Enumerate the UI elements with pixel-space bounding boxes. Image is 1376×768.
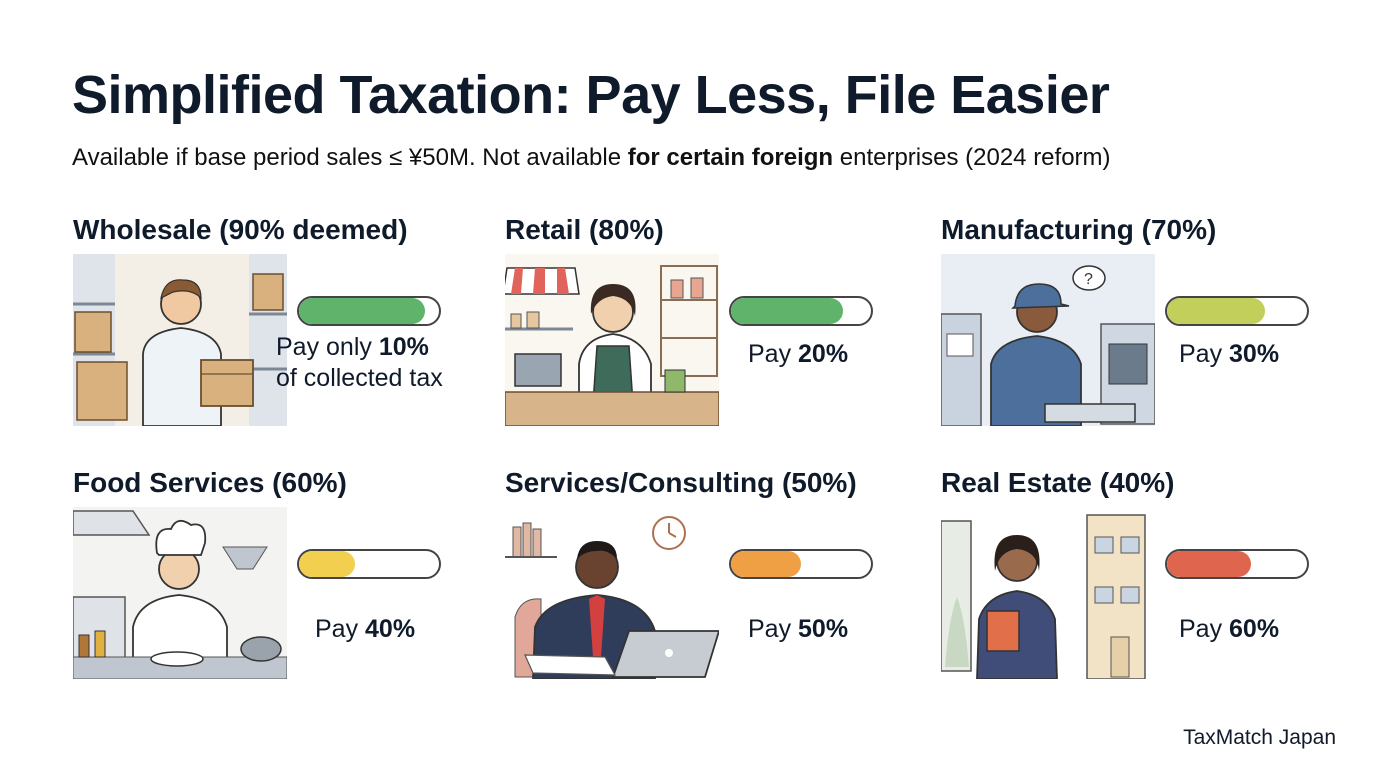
progress-bar bbox=[297, 296, 441, 326]
brand-footer: TaxMatch Japan bbox=[1183, 726, 1336, 749]
page-subtitle: Available if base period sales ≤ ¥50M. N… bbox=[72, 144, 1111, 172]
pay-prefix: Pay bbox=[1179, 615, 1230, 643]
pay-value: 30% bbox=[1229, 340, 1280, 368]
pay-label: Pay only 10% of collected tax bbox=[276, 332, 443, 394]
card-title: Retail (80%) bbox=[505, 214, 664, 245]
card-title: Manufacturing (70%) bbox=[941, 214, 1217, 245]
consultant-illustration bbox=[505, 507, 719, 679]
card-title: Wholesale (90% deemed) bbox=[73, 214, 408, 245]
svg-text:?: ? bbox=[1084, 271, 1093, 288]
card-real-estate: Real Estate (40%) Pay 60% bbox=[941, 467, 1371, 697]
wholesale-worker-illustration bbox=[73, 254, 287, 426]
pay-label: Pay 20% bbox=[748, 340, 848, 369]
page-title: Simplified Taxation: Pay Less, File Easi… bbox=[72, 65, 1110, 125]
pay-label: Pay 30% bbox=[1179, 340, 1279, 369]
pay-value: 40% bbox=[365, 615, 416, 643]
progress-bar bbox=[1165, 549, 1309, 579]
pay-label: Pay 40% bbox=[315, 615, 415, 644]
card-manufacturing: Manufacturing (70%) ? Pay 30% bbox=[941, 214, 1371, 444]
pay-value: 60% bbox=[1229, 615, 1280, 643]
chef-illustration bbox=[73, 507, 287, 679]
pay-value: 50% bbox=[798, 615, 849, 643]
real-estate-agent-illustration bbox=[941, 507, 1155, 679]
card-title: Food Services (60%) bbox=[73, 467, 347, 498]
card-title: Services/Consulting (50%) bbox=[505, 467, 857, 498]
pay-prefix: Pay bbox=[748, 615, 799, 643]
progress-bar bbox=[729, 549, 873, 579]
factory-worker-illustration: ? bbox=[941, 254, 1155, 426]
pay-suffix: of collected tax bbox=[276, 364, 443, 392]
pay-prefix: Pay bbox=[748, 340, 799, 368]
pay-prefix: Pay only bbox=[276, 333, 379, 361]
progress-bar bbox=[297, 549, 441, 579]
progress-bar bbox=[1165, 296, 1309, 326]
retail-cashier-illustration bbox=[505, 254, 719, 426]
progress-fill bbox=[731, 298, 843, 324]
pay-label: Pay 60% bbox=[1179, 615, 1279, 644]
pay-value: 20% bbox=[798, 340, 849, 368]
progress-fill bbox=[299, 298, 425, 324]
subtitle-text-2: enterprises (2024 reform) bbox=[833, 144, 1111, 171]
subtitle-text-1: Available if base period sales ≤ ¥50M. N… bbox=[72, 144, 628, 171]
pay-value: 10% bbox=[378, 333, 429, 361]
card-title: Real Estate (40%) bbox=[941, 467, 1175, 498]
progress-fill bbox=[1167, 298, 1265, 324]
card-wholesale: Wholesale (90% deemed) Pay only 10% of c… bbox=[73, 214, 503, 444]
progress-fill bbox=[731, 551, 801, 577]
pay-prefix: Pay bbox=[1179, 340, 1230, 368]
progress-fill bbox=[1167, 551, 1251, 577]
card-services-consulting: Services/Consulting (50%) Pay 50% bbox=[505, 467, 935, 697]
pay-label: Pay 50% bbox=[748, 615, 848, 644]
progress-bar bbox=[729, 296, 873, 326]
pay-prefix: Pay bbox=[315, 615, 366, 643]
progress-fill bbox=[299, 551, 355, 577]
subtitle-text-bold: for certain foreign bbox=[627, 144, 834, 171]
card-food-services: Food Services (60%) Pay 40% bbox=[73, 467, 503, 697]
card-retail: Retail (80%) Pay 20% bbox=[505, 214, 935, 444]
